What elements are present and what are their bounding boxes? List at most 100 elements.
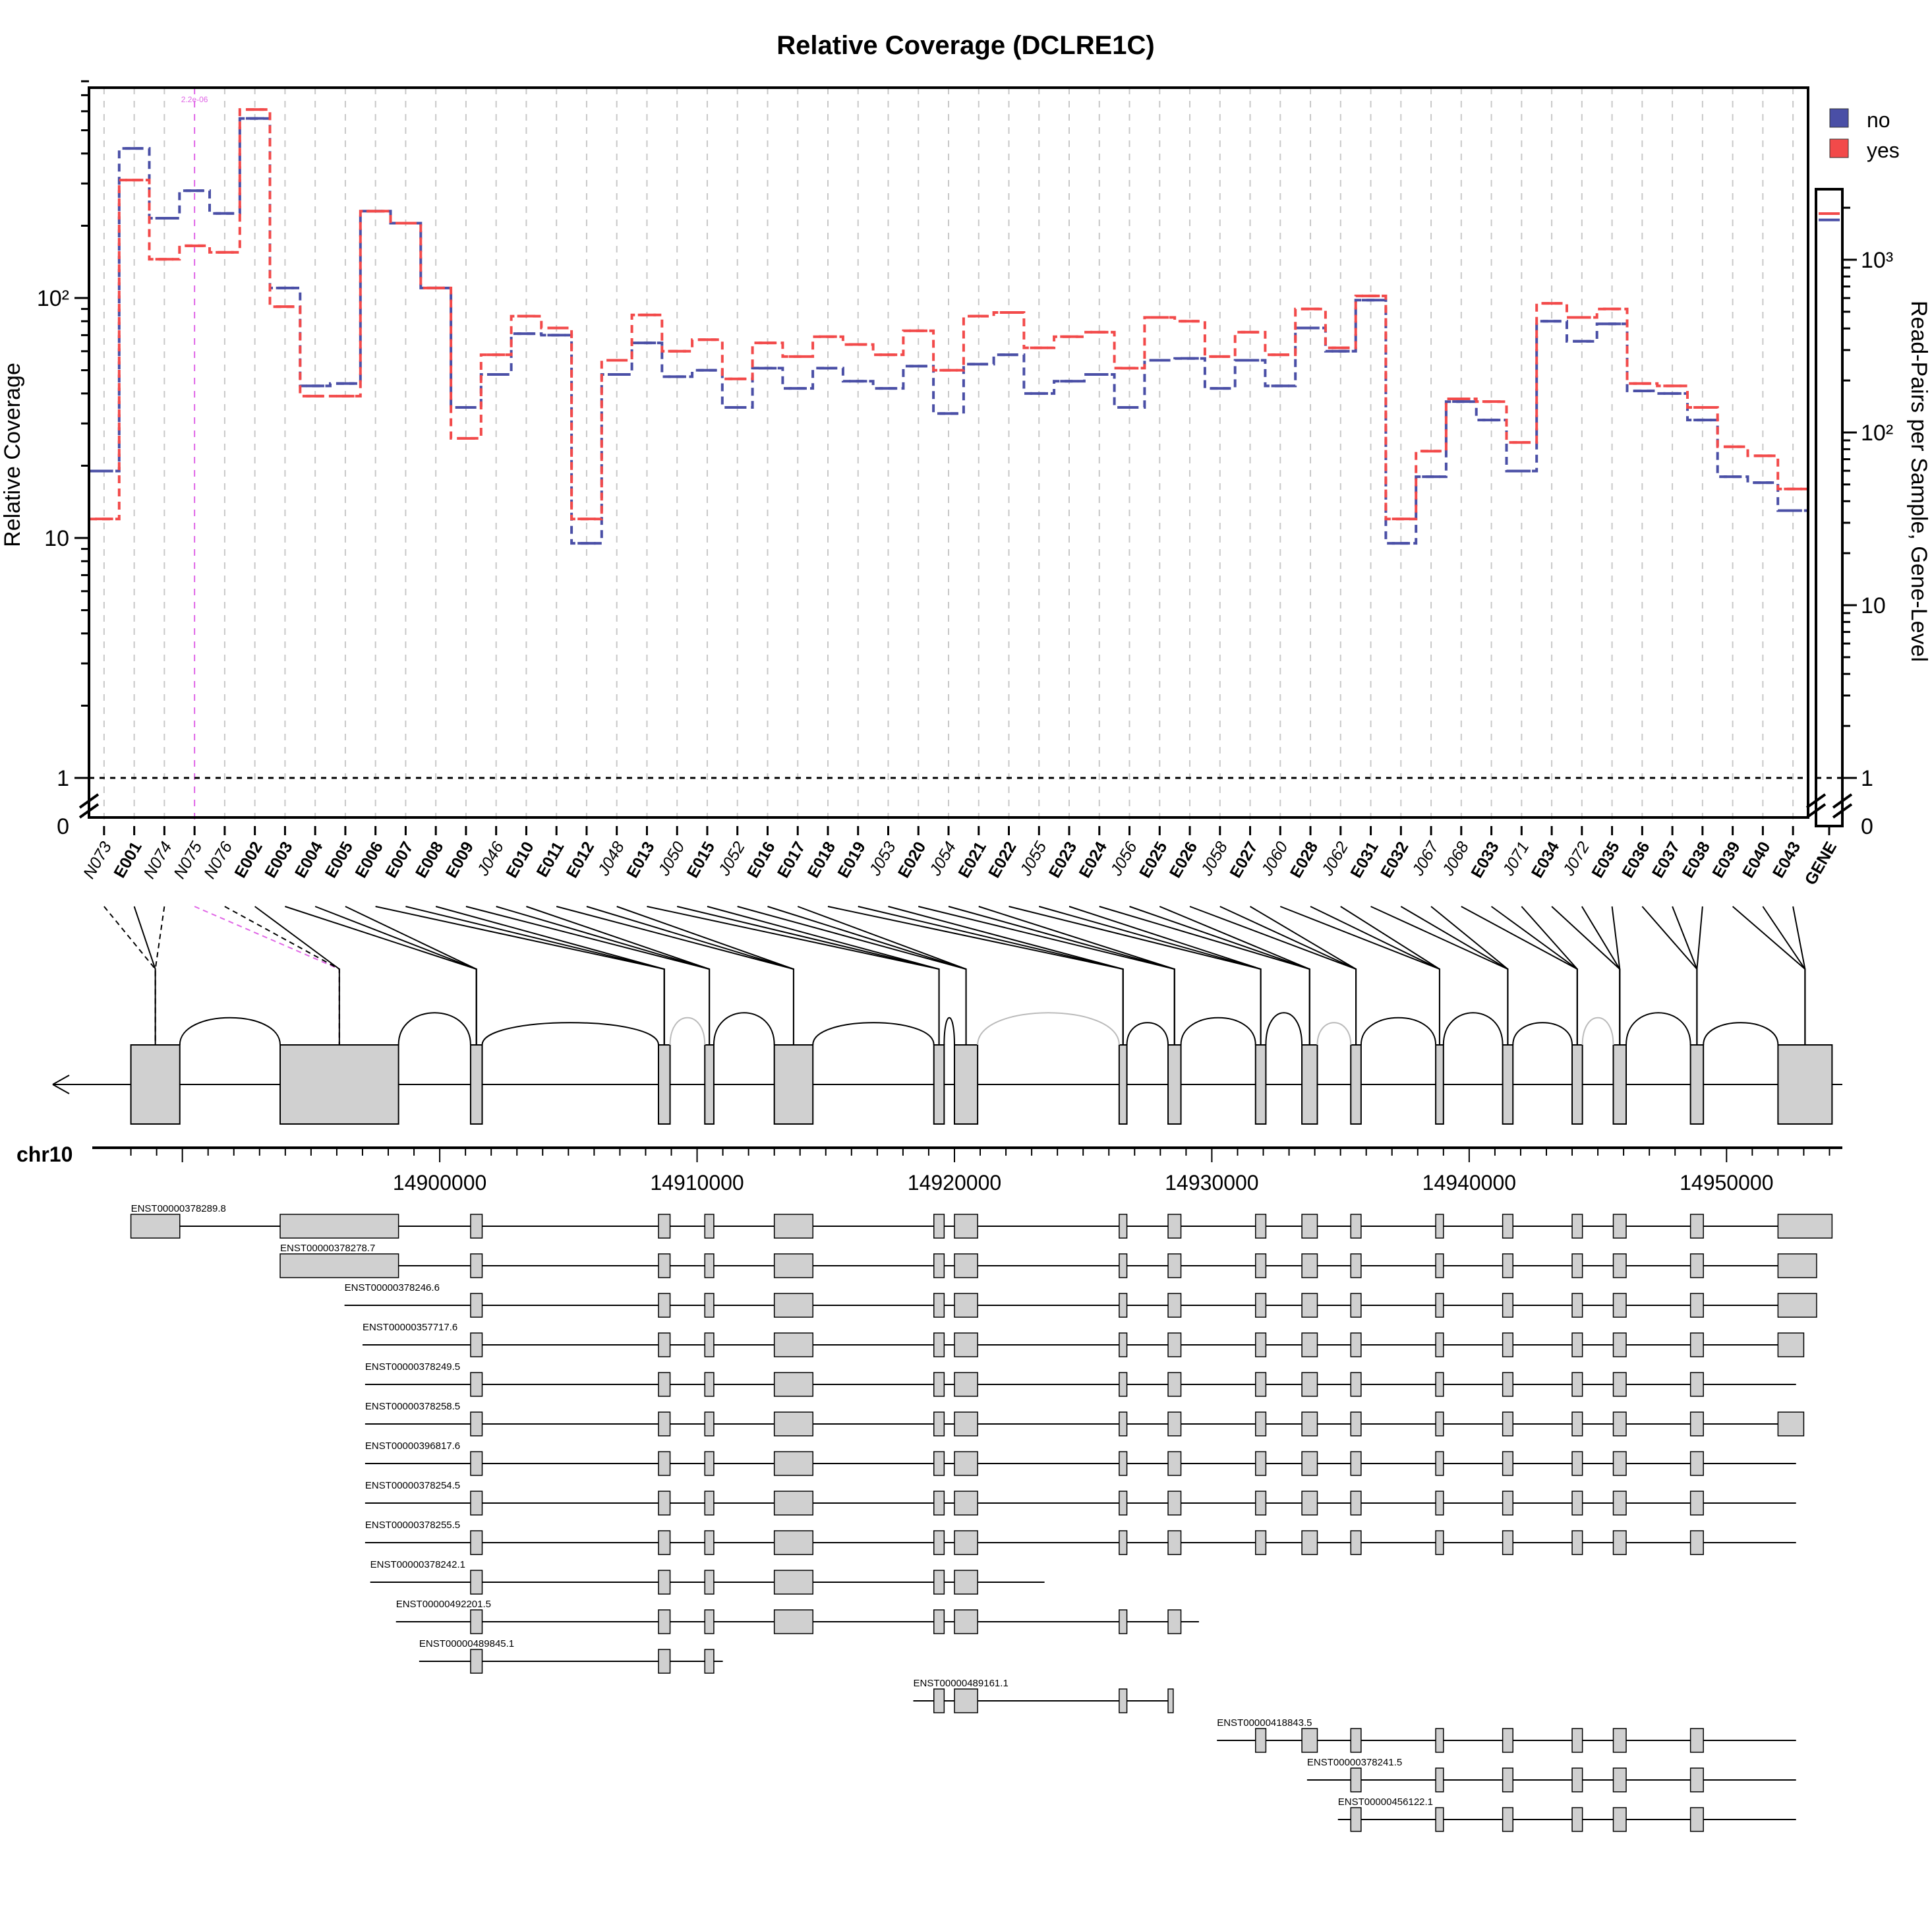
x-tick-label: E004 [291, 839, 326, 881]
transcript-exon [470, 1411, 483, 1436]
transcript-label: ENST00000378255.5 [365, 1520, 460, 1531]
x-tick-label: J055 [1016, 839, 1051, 879]
transcript-exon [704, 1491, 715, 1516]
transcript-exon [1119, 1293, 1128, 1318]
x-tick-label: E013 [623, 839, 658, 881]
transcript-exon [704, 1372, 715, 1397]
transcript-exon [704, 1530, 715, 1555]
transcript-exon [1777, 1293, 1817, 1318]
legend-label-no: no [1867, 108, 1890, 132]
y-axis-label: Relative Coverage [0, 363, 25, 547]
gene-model-exon [469, 1044, 483, 1125]
x-tick-label: J052 [715, 839, 749, 879]
transcript-exon [933, 1451, 945, 1476]
transcript-exon [1119, 1491, 1128, 1516]
transcript-exon [1571, 1332, 1583, 1357]
transcript-exon [1167, 1253, 1182, 1278]
transcript-exon [704, 1451, 715, 1476]
transcript-exon [1689, 1530, 1704, 1555]
feature-connector [1219, 906, 1357, 1045]
transcript-exon [1612, 1293, 1627, 1318]
x-tick-label: N073 [80, 839, 115, 882]
transcript-exon [704, 1214, 715, 1239]
transcript-exon [1350, 1214, 1362, 1239]
transcript-exon [1612, 1491, 1627, 1516]
transcript-exon [1612, 1372, 1627, 1397]
transcript-exon [1571, 1530, 1583, 1555]
x-tick-label: E033 [1467, 839, 1502, 881]
splice-junction-arc [1265, 1012, 1303, 1046]
transcript-exon [1435, 1332, 1444, 1357]
transcript-label: ENST00000492201.5 [396, 1599, 491, 1610]
transcript-exon [1301, 1253, 1318, 1278]
x-tick-label: E016 [744, 839, 778, 881]
transcript-exon [1119, 1332, 1128, 1357]
transcript-exon [470, 1253, 483, 1278]
transcript-exon [1612, 1332, 1627, 1357]
feature-connector [918, 906, 1175, 1045]
gene-model-exon [1167, 1044, 1182, 1125]
transcript-exon [1350, 1372, 1362, 1397]
y-tick-label: 1 [57, 766, 69, 791]
transcript-exon [1255, 1491, 1267, 1516]
feature-connector [1641, 906, 1698, 1045]
transcript-exon [773, 1332, 813, 1357]
transcript-exon [1502, 1293, 1513, 1318]
x-tick-label: E039 [1709, 839, 1743, 881]
transcript-exon [470, 1649, 483, 1674]
series-line-no [89, 117, 1808, 545]
gene-model-exon [1350, 1044, 1362, 1125]
transcript-exon [1571, 1214, 1583, 1239]
transcript-exon [1435, 1372, 1444, 1397]
transcript-exon [954, 1491, 978, 1516]
x-tick-label: J060 [1258, 839, 1292, 879]
transcript-exon [1350, 1411, 1362, 1436]
feature-connector [1250, 906, 1357, 1045]
transcript-exon [1167, 1332, 1182, 1357]
x-tick-label: E020 [894, 839, 929, 881]
transcript-exon [1435, 1530, 1444, 1555]
transcript-exon [954, 1570, 978, 1595]
feature-connector [827, 906, 1124, 1045]
feature-connector [1340, 906, 1440, 1045]
transcript-exon [1119, 1451, 1128, 1476]
splice-junction-arc [397, 1012, 471, 1046]
transcript-exon [1689, 1728, 1704, 1753]
x-tick-label: E032 [1377, 839, 1412, 881]
transcript-exon [1689, 1491, 1704, 1516]
transcript-exon [773, 1293, 813, 1318]
transcript-exon [1350, 1253, 1362, 1278]
transcript-exon [1502, 1332, 1513, 1357]
x-tick-label: E024 [1076, 839, 1111, 881]
transcript-exon [470, 1372, 483, 1397]
transcript-exon [1301, 1451, 1318, 1476]
x-tick-label: E043 [1769, 839, 1804, 881]
transcript-exon [1502, 1491, 1513, 1516]
x-tick-label: E017 [774, 839, 809, 881]
genome-tick-label: 14910000 [650, 1171, 744, 1195]
feature-connector [435, 906, 665, 1045]
transcript-exon [1612, 1530, 1627, 1555]
transcript-exon [1350, 1530, 1362, 1555]
x-tick-label: E018 [804, 839, 839, 881]
transcript-exon [954, 1411, 978, 1436]
transcript-label: ENST00000396817.6 [365, 1440, 460, 1452]
gene-model-exon [1118, 1044, 1128, 1125]
transcript-exon [658, 1214, 671, 1239]
transcript-exon [1255, 1451, 1267, 1476]
transcript-exon [1350, 1491, 1362, 1516]
gene-model-exon [704, 1044, 715, 1125]
transcript-label: ENST00000378241.5 [1307, 1757, 1402, 1768]
x-tick-label: J068 [1438, 839, 1473, 879]
transcript-exon [1255, 1214, 1267, 1239]
splice-junction-arc [481, 1022, 659, 1046]
transcript-exon [773, 1609, 813, 1634]
transcript-exon [954, 1688, 978, 1713]
x-tick-label: E038 [1679, 839, 1714, 881]
x-tick-label: E037 [1649, 839, 1683, 881]
transcript-exon [1777, 1411, 1805, 1436]
gene-model-exon [953, 1044, 979, 1125]
transcript-exon [1119, 1411, 1128, 1436]
right-tick-label: 10² [1861, 421, 1893, 446]
x-tick-label: J050 [655, 839, 689, 879]
